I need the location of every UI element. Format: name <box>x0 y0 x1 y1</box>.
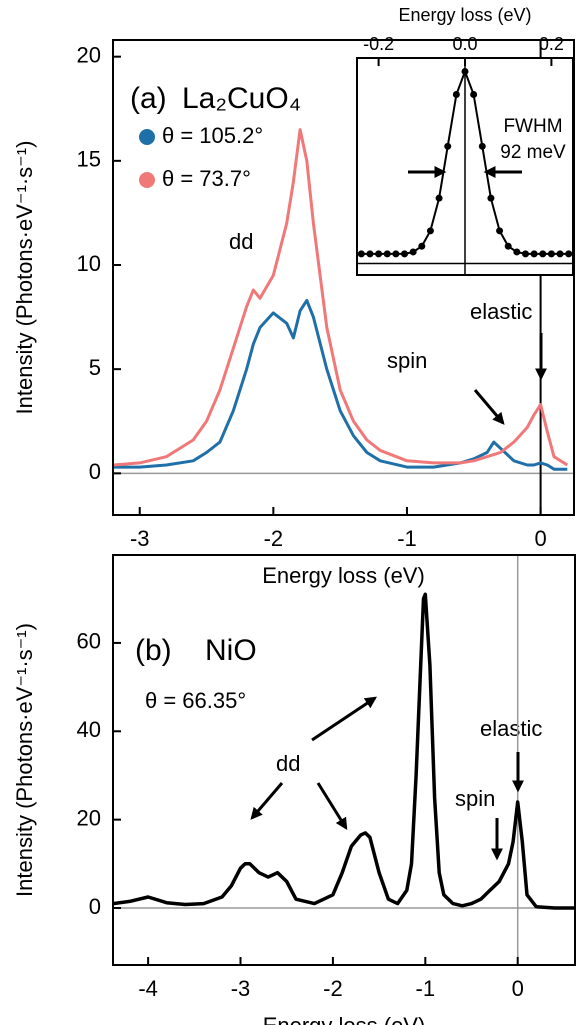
x-tick-label: -4 <box>138 976 158 1001</box>
x-tick-label: -3 <box>231 976 251 1001</box>
plot-frame <box>112 39 575 516</box>
annotation: elastic <box>480 716 542 741</box>
legend-label: θ = 73.7° <box>162 166 251 191</box>
legend-marker <box>139 172 155 188</box>
data-point <box>366 250 374 258</box>
plot-frame <box>356 57 574 276</box>
data-point <box>539 250 547 258</box>
annotation: elastic <box>470 299 532 324</box>
data-point <box>478 142 486 150</box>
data-point <box>383 250 391 258</box>
y-tick-label: 10 <box>77 251 101 276</box>
compound: La₂CuO₄ <box>182 82 301 115</box>
y-axis-label: Intensity (Photons·eV⁻¹·s⁻¹) <box>12 141 37 415</box>
arrow <box>316 782 348 831</box>
x-tick-label: 0 <box>534 526 546 551</box>
data-point <box>452 90 460 98</box>
x-tick-label: 0 <box>512 976 524 1001</box>
data-point <box>444 142 452 150</box>
y-tick-label: 20 <box>77 805 101 830</box>
y-tick-label: 15 <box>77 147 101 172</box>
data-line <box>112 128 569 467</box>
x-axis-label: Energy loss (eV) <box>263 1013 426 1025</box>
data-point <box>521 250 529 258</box>
x-tick-label: 0.0 <box>452 34 477 54</box>
data-point <box>496 227 504 235</box>
annotation: dd <box>229 229 253 254</box>
annotation: spin <box>387 348 427 373</box>
data-point <box>556 250 564 258</box>
data-point <box>426 227 434 235</box>
x-tick-label: -2 <box>323 976 343 1001</box>
x-tick-label: -1 <box>397 526 417 551</box>
x-tick-label: 0.2 <box>539 34 564 54</box>
data-line <box>112 592 575 910</box>
data-point <box>547 250 555 258</box>
arrows <box>250 166 547 861</box>
x-tick-label: -0.2 <box>363 34 394 54</box>
data-point <box>401 250 409 258</box>
panel-label: (b) <box>135 634 172 667</box>
data-point <box>565 250 573 258</box>
data-point <box>418 242 426 250</box>
x-tick-label: -1 <box>416 976 436 1001</box>
x-tick-label: -3 <box>130 526 150 551</box>
annotation: 92 meV <box>500 142 566 163</box>
y-tick-label: 20 <box>77 42 101 67</box>
arrow <box>311 696 377 742</box>
arrow <box>250 782 284 820</box>
y-tick-label: 60 <box>77 629 101 654</box>
y-tick-label: 40 <box>77 717 101 742</box>
data-point <box>504 242 512 250</box>
annotation: spin <box>455 786 495 811</box>
x-tick-label: -2 <box>264 526 284 551</box>
annotation: FWHM <box>503 116 562 137</box>
data-point <box>470 90 478 98</box>
data-point <box>435 194 443 202</box>
annotation: dd <box>276 751 300 776</box>
arrow <box>473 389 505 425</box>
panel-label: (a) <box>130 82 167 115</box>
data-point <box>487 194 495 202</box>
x-axis-label: Energy loss (eV) <box>262 563 425 588</box>
y-tick-label: 5 <box>89 355 101 380</box>
data-line <box>113 298 568 471</box>
data-point <box>409 248 417 256</box>
data-point <box>530 250 538 258</box>
x-axis-label: Energy loss (eV) <box>398 5 531 25</box>
legend-label: θ = 105.2° <box>162 123 263 148</box>
plot-frame <box>112 554 576 966</box>
data-point <box>513 248 521 256</box>
data-point <box>375 250 383 258</box>
data-point <box>461 67 469 75</box>
y-axis-label: Intensity (Photons·eV⁻¹·s⁻¹) <box>12 623 37 897</box>
data-point <box>392 250 400 258</box>
angle: θ = 66.35° <box>145 688 246 713</box>
y-tick-label: 0 <box>89 894 101 919</box>
y-tick-label: 0 <box>89 459 101 484</box>
legend-marker <box>139 129 155 145</box>
compound: NiO <box>205 634 257 667</box>
data-point <box>357 250 365 258</box>
